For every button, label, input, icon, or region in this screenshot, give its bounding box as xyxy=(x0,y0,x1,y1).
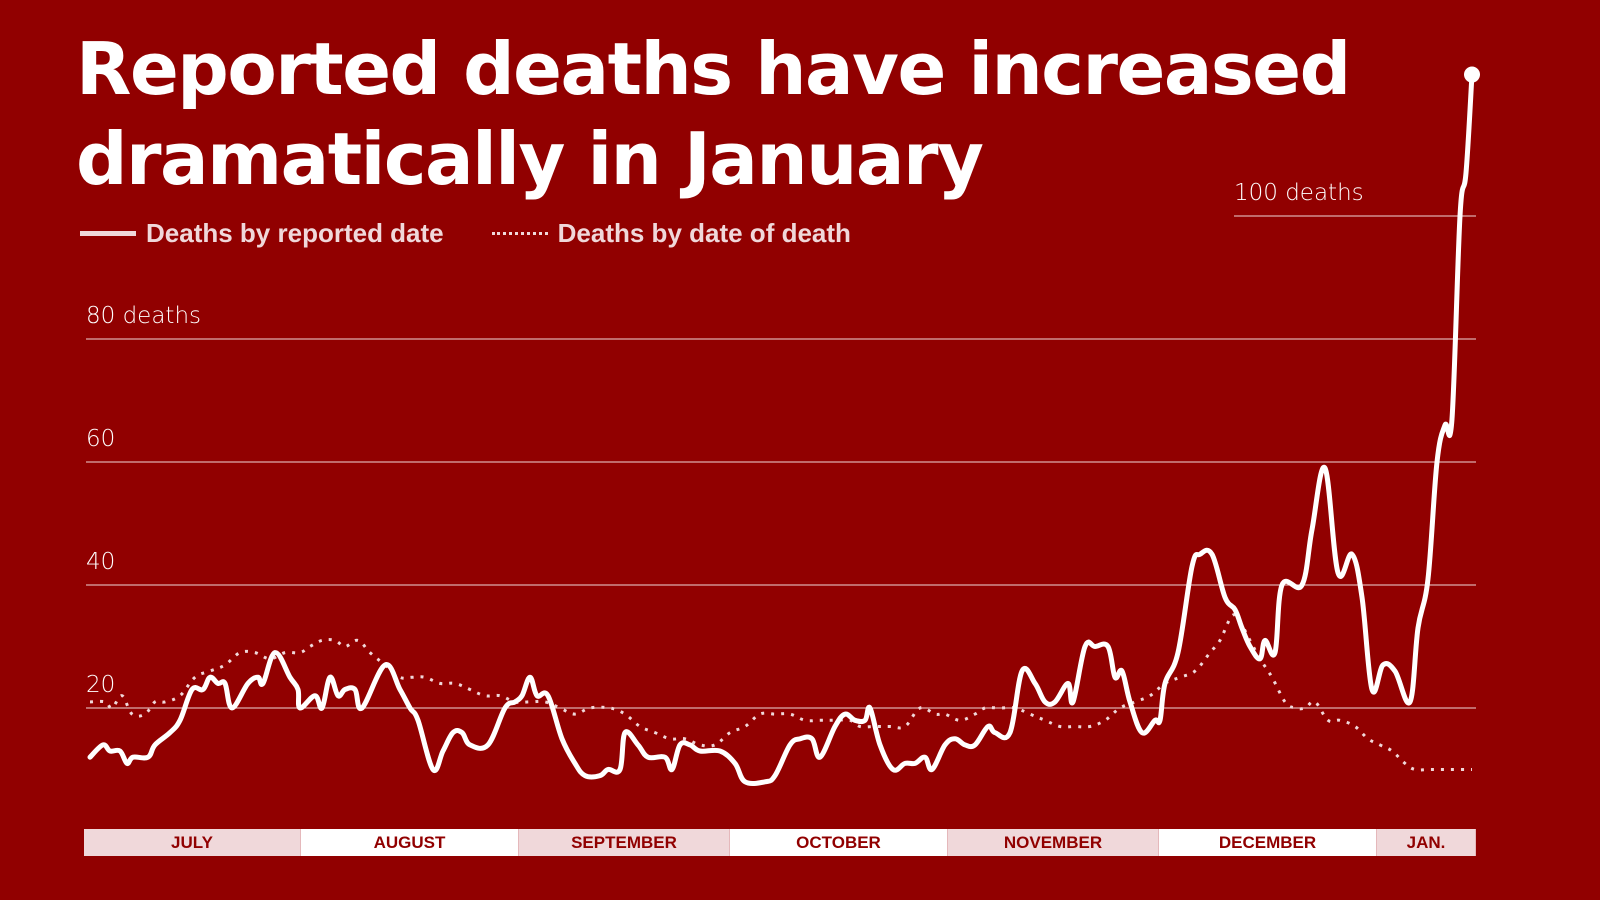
month-band-jan: JAN. xyxy=(1377,829,1476,856)
y-axis-label-60: 60 xyxy=(86,426,115,452)
legend-item-date-of-death: Deaths by date of death xyxy=(491,218,851,249)
solid-line-swatch-icon xyxy=(80,231,136,236)
legend: Deaths by reported date Deaths by date o… xyxy=(80,218,899,249)
solid-series-line xyxy=(87,72,1475,787)
month-band-december: DECEMBER xyxy=(1159,829,1377,856)
dotted-line-swatch-icon xyxy=(491,232,548,235)
end-marker-dot xyxy=(1464,66,1480,83)
month-band-november: NOVEMBER xyxy=(948,829,1159,856)
month-band-september: SEPTEMBER xyxy=(519,829,730,856)
y-axis-label-80: 80 deaths xyxy=(86,303,201,329)
month-axis-bands: JULY AUGUST SEPTEMBER OCTOBER NOVEMBER DECEMB… xyxy=(84,829,1476,856)
month-band-july: JULY xyxy=(84,829,301,856)
y-axis-label-20: 20 xyxy=(86,672,115,698)
month-band-october: OCTOBER xyxy=(730,829,948,856)
month-band-august: AUGUST xyxy=(301,829,519,856)
legend-item-reported: Deaths by reported date xyxy=(80,218,444,249)
y-axis-labels: 100 deaths 80 deaths 60 40 20 xyxy=(86,180,1364,698)
y-axis-label-40: 40 xyxy=(86,549,115,575)
legend-label-reported: Deaths by reported date xyxy=(146,218,444,248)
gridlines xyxy=(86,215,1476,709)
chart-title: Reported deaths have increased dramatica… xyxy=(76,27,1351,201)
y-axis-label-100: 100 deaths xyxy=(1234,180,1364,206)
legend-label-date-of-death: Deaths by date of death xyxy=(557,218,851,248)
